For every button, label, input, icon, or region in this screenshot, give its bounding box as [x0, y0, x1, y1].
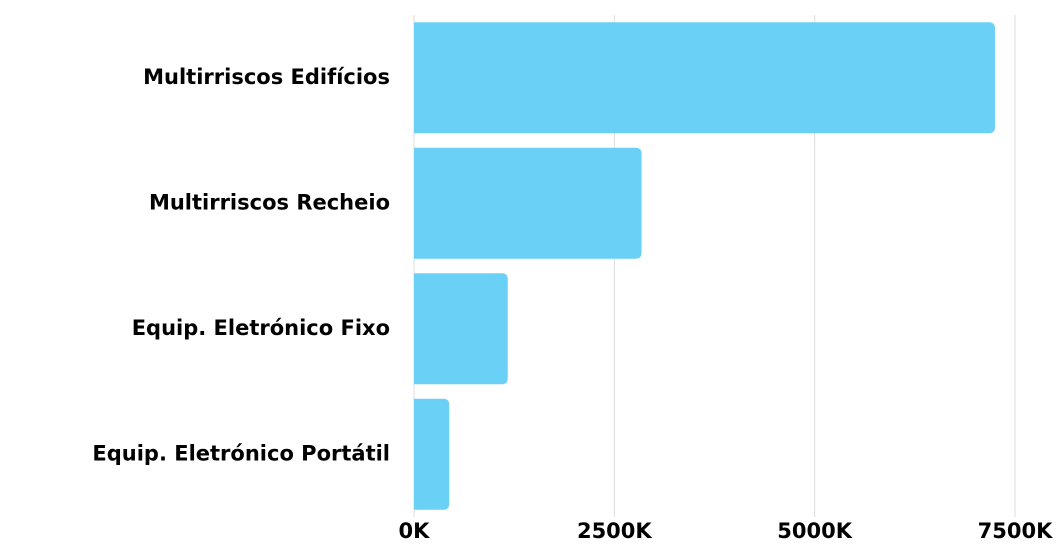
bar: [414, 273, 508, 385]
y-tick-label: Equip. Eletrónico Portátil: [92, 441, 390, 465]
y-tick-label: Multirriscos Edifícios: [143, 65, 390, 89]
x-tick-label: 0K: [399, 519, 431, 543]
y-tick-label: Multirriscos Recheio: [149, 190, 390, 214]
bar: [414, 22, 995, 134]
x-tick-label: 5000K: [777, 519, 852, 543]
bar: [414, 147, 642, 259]
x-tick-label: 7500K: [978, 519, 1053, 543]
y-tick-label: Equip. Eletrónico Fixo: [132, 316, 390, 340]
bar: [414, 398, 450, 510]
x-tick-label: 2500K: [577, 519, 652, 543]
